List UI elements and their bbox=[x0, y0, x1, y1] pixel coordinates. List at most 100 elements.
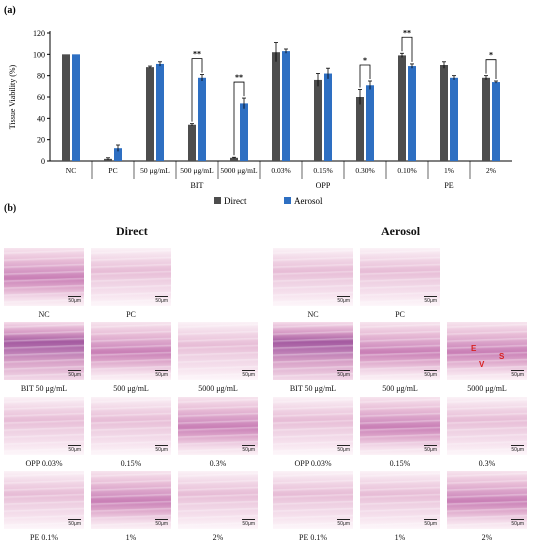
direct-bit-500-caption: 500 μg/mL bbox=[113, 384, 149, 393]
x-tick-label: 2% bbox=[486, 166, 496, 175]
group-label: PE bbox=[444, 181, 453, 190]
y-tick-label: 20 bbox=[37, 136, 45, 145]
y-tick-label: 80 bbox=[37, 72, 45, 81]
significance-label: ** bbox=[193, 50, 201, 59]
bar-aerosol bbox=[198, 77, 206, 161]
bar-direct bbox=[440, 65, 448, 161]
bar-aerosol bbox=[366, 85, 374, 161]
scale-bar: 50μm bbox=[68, 445, 81, 453]
bar-direct bbox=[272, 52, 280, 162]
x-tick-label: NC bbox=[66, 166, 76, 175]
direct-opp-015-image: 50μm bbox=[91, 397, 171, 455]
scale-bar: 50μm bbox=[68, 519, 81, 527]
x-tick-label: 0.03% bbox=[271, 166, 290, 175]
direct-nc-caption: NC bbox=[38, 310, 50, 319]
scale-bar: 50μm bbox=[242, 519, 255, 527]
direct-opp-03-caption: 0.3% bbox=[209, 459, 227, 468]
bar-direct bbox=[146, 67, 154, 161]
significance-bracket bbox=[401, 36, 413, 62]
aerosol-pe-01-image: 50μm bbox=[273, 471, 353, 529]
x-tick-label: 500 μg/mL bbox=[180, 166, 214, 175]
bar-aerosol bbox=[408, 66, 416, 161]
direct-nc-image: 50μm bbox=[4, 248, 84, 306]
scale-bar: 50μm bbox=[424, 370, 437, 378]
bar-aerosol bbox=[114, 148, 122, 161]
direct-bit-50-image: 50μm bbox=[4, 322, 84, 380]
direct-title: Direct bbox=[116, 224, 148, 238]
scale-bar: 50μm bbox=[68, 296, 81, 304]
x-tick-label: PC bbox=[108, 166, 117, 175]
bar-aerosol bbox=[450, 77, 458, 161]
panel-b-label: (b) bbox=[4, 203, 17, 214]
scale-bar: 50μm bbox=[337, 370, 350, 378]
scale-bar: 50μm bbox=[337, 519, 350, 527]
significance-bracket bbox=[233, 81, 245, 156]
vacuole-marker: V bbox=[479, 360, 485, 369]
aerosol-opp-003-image: 50μm bbox=[273, 397, 353, 455]
direct-pe-1-caption: 1% bbox=[125, 533, 137, 542]
x-tick-label: 1% bbox=[444, 166, 454, 175]
bar-direct bbox=[356, 97, 364, 161]
aerosol-bit-5000-image: E V S 50μm bbox=[447, 322, 527, 380]
x-tick-label: 0.10% bbox=[397, 166, 416, 175]
y-tick-label: 120 bbox=[33, 29, 45, 38]
direct-opp-03-image: 50μm bbox=[178, 397, 258, 455]
scale-bar: 50μm bbox=[155, 370, 168, 378]
epidermis-marker: E bbox=[471, 344, 477, 353]
direct-opp-003-image: 50μm bbox=[4, 397, 84, 455]
aerosol-pc-caption: PC bbox=[395, 310, 405, 319]
significance-label: ** bbox=[403, 28, 411, 37]
aerosol-bit-500-image: 50μm bbox=[360, 322, 440, 380]
bar-direct bbox=[62, 54, 70, 162]
bar-direct bbox=[230, 157, 238, 161]
aerosol-pe-01-caption: PE 0.1% bbox=[299, 533, 327, 542]
scale-bar: 50μm bbox=[511, 370, 524, 378]
direct-bit-5000-image: 50μm bbox=[178, 322, 258, 380]
scale-bar: 50μm bbox=[424, 519, 437, 527]
scale-bar: 50μm bbox=[337, 296, 350, 304]
aerosol-opp-003-caption: OPP 0.03% bbox=[294, 459, 332, 468]
x-tick-label: 50 μg/mL bbox=[140, 166, 170, 175]
scale-bar: 50μm bbox=[155, 296, 168, 304]
x-tick-label: 5000 μg/mL bbox=[220, 166, 258, 175]
group-label: BIT bbox=[191, 181, 204, 190]
scale-bar: 50μm bbox=[511, 445, 524, 453]
scale-bar: 50μm bbox=[68, 370, 81, 378]
significance-bracket bbox=[485, 59, 497, 79]
scale-bar: 50μm bbox=[337, 445, 350, 453]
bar-aerosol bbox=[324, 73, 332, 161]
y-tick-label: 0 bbox=[41, 157, 45, 166]
direct-bit-50-caption: BIT 50 μg/mL bbox=[20, 384, 68, 393]
aerosol-nc-caption: NC bbox=[307, 310, 319, 319]
bar-aerosol bbox=[72, 54, 80, 162]
bar-aerosol bbox=[492, 82, 500, 161]
aerosol-pc-image: 50μm bbox=[360, 248, 440, 306]
direct-pe-01-caption: PE 0.1% bbox=[30, 533, 58, 542]
legend-swatch-direct bbox=[214, 197, 221, 204]
scale-bar: 50μm bbox=[511, 519, 524, 527]
aerosol-opp-03-caption: 0.3% bbox=[478, 459, 496, 468]
direct-pe-2-image: 50μm bbox=[178, 471, 258, 529]
bar-aerosol bbox=[156, 63, 164, 161]
direct-opp-003-caption: OPP 0.03% bbox=[25, 459, 63, 468]
bar-direct bbox=[188, 124, 196, 161]
aerosol-bit-50-image: 50μm bbox=[273, 322, 353, 380]
aerosol-bit-5000-caption: 5000 μg/mL bbox=[467, 384, 507, 393]
aerosol-opp-03-image: 50μm bbox=[447, 397, 527, 455]
aerosol-pe-2-caption: 2% bbox=[481, 533, 493, 542]
aerosol-pe-2-image: 50μm bbox=[447, 471, 527, 529]
direct-opp-015-caption: 0.15% bbox=[120, 459, 142, 468]
direct-pc-caption: PC bbox=[126, 310, 136, 319]
scale-bar: 50μm bbox=[242, 445, 255, 453]
bar-direct bbox=[398, 55, 406, 161]
significance-label: * bbox=[489, 51, 493, 60]
scale-bar: 50μm bbox=[424, 296, 437, 304]
x-tick-label: 0.15% bbox=[313, 166, 332, 175]
aerosol-pe-1-caption: 1% bbox=[394, 533, 406, 542]
aerosol-opp-015-image: 50μm bbox=[360, 397, 440, 455]
aerosol-opp-015-caption: 0.15% bbox=[389, 459, 411, 468]
y-tick-label: 40 bbox=[37, 114, 45, 123]
direct-pe-2-caption: 2% bbox=[212, 533, 224, 542]
panel-a-label: (a) bbox=[4, 5, 16, 16]
bar-aerosol bbox=[282, 51, 290, 162]
